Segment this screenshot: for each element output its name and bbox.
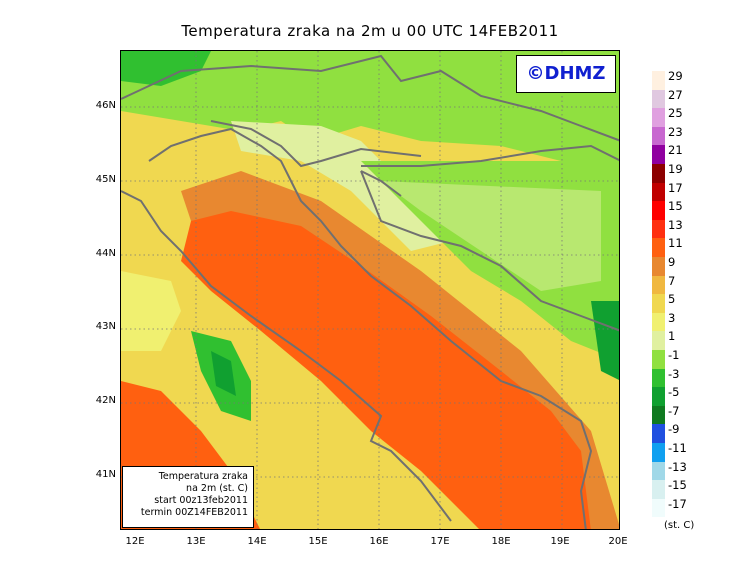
legend-label: 15 [668,199,683,214]
legend-swatch [652,275,665,295]
legend-swatch [652,387,665,406]
info-line: termin 00Z14FEB2011 [140,507,248,518]
legend-swatch [652,424,665,443]
lon-tick: 17E [430,536,450,547]
lon-tick: 14E [247,536,267,547]
legend-swatch [652,238,665,257]
legend-swatch [652,480,665,499]
legend-label: 5 [668,292,676,307]
legend-label: 13 [668,217,683,232]
credit-badge: ©DHMZ [516,55,616,93]
field-italy-mild [121,271,181,351]
lat-tick: 42N [95,395,116,406]
info-line: Temperatura zraka [158,471,248,482]
field-pannonian-cool [381,181,601,291]
legend-label: 3 [668,310,676,325]
legend-label: 17 [668,180,683,195]
legend-label: 9 [668,255,676,269]
legend-swatch [652,443,665,462]
legend-swatch [652,126,665,146]
lon-tick: 13E [186,536,206,547]
legend-units: (st. C) [664,520,695,531]
legend-label: 25 [668,106,683,121]
lon-tick: 19E [550,536,570,547]
info-line: na 2m (st. C) [186,483,248,494]
info-line: start 00z13feb2011 [154,495,248,506]
legend-swatch [652,257,665,276]
legend-swatch [652,312,665,332]
legend-swatch [652,461,665,481]
legend-swatch [652,201,665,220]
legend-label: -17 [668,496,687,511]
temperature-map [120,50,620,530]
legend-swatch [652,108,665,127]
field-adriatic-sea [181,211,591,529]
map-grid [121,51,619,529]
legend-label: 11 [668,236,683,251]
lat-tick: 41N [95,469,116,480]
coastlines [121,54,619,529]
legend-swatch [652,145,665,164]
info-box: Temperatura zraka na 2m (st. C) start 00… [122,466,254,528]
legend-label: 19 [668,162,683,176]
lat-tick: 46N [95,100,116,111]
legend-swatch [652,350,665,369]
lon-tick: 20E [608,536,628,547]
legend-swatch [652,219,665,239]
legend-swatch [652,331,665,350]
legend-label: -7 [668,403,680,418]
legend-label: 7 [668,273,676,288]
legend-label: 29 [668,69,683,83]
legend-label: 1 [668,329,676,344]
field-balkan-cold [591,301,619,380]
field-cool-band [231,121,451,251]
legend-label: -15 [668,478,687,493]
legend-swatch [652,368,665,388]
lon-tick: 16E [369,536,389,547]
legend-swatch [652,182,665,202]
legend-swatch [652,405,665,425]
legend-swatch [652,498,665,518]
lat-tick: 45N [95,174,116,185]
legend-swatch [652,89,665,109]
legend-label: 27 [668,87,683,102]
lon-tick: 15E [308,536,328,547]
legend-label: 21 [668,143,683,158]
legend-label: -11 [668,441,687,455]
legend-label: -5 [668,385,680,400]
legend-swatch [652,294,665,313]
legend-label: 23 [668,124,683,139]
lon-tick: 12E [125,536,145,547]
legend-label: -13 [668,459,687,474]
field-cold-north [121,51,619,200]
legend-label: -1 [668,348,680,362]
legend-swatch [652,164,665,183]
legend-label: -9 [668,422,680,437]
lat-tick: 44N [95,248,116,259]
field-cold-alps [121,51,211,86]
legend-label: -3 [668,366,680,381]
lon-tick: 18E [491,536,511,547]
field-apennine-core [211,351,236,396]
legend-swatch [652,71,665,90]
lat-tick: 43N [95,321,116,332]
map-title: Temperatura zraka na 2m u 00 UTC 14FEB20… [181,22,559,40]
